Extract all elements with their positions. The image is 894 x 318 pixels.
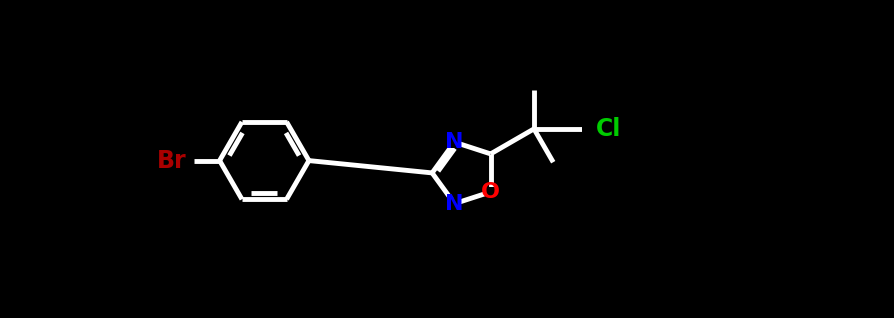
FancyBboxPatch shape bbox=[485, 187, 495, 197]
Text: O: O bbox=[481, 182, 500, 202]
Text: Br: Br bbox=[156, 149, 186, 173]
FancyBboxPatch shape bbox=[581, 123, 594, 135]
FancyBboxPatch shape bbox=[449, 198, 460, 209]
Text: N: N bbox=[444, 132, 463, 152]
Text: N: N bbox=[444, 194, 463, 214]
FancyBboxPatch shape bbox=[449, 137, 460, 148]
Text: Cl: Cl bbox=[595, 117, 620, 141]
